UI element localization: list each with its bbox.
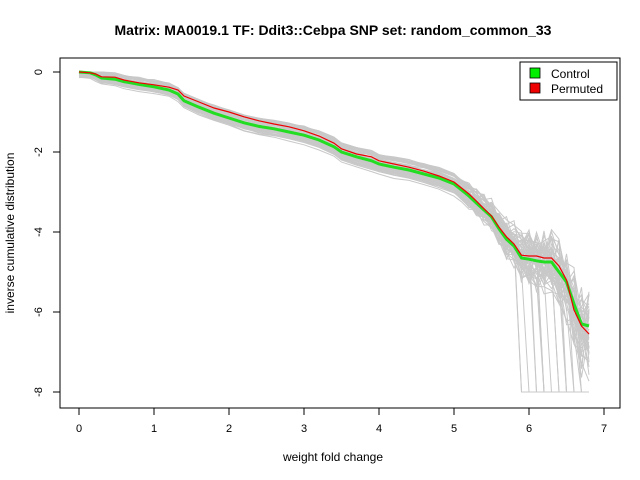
- x-tick-label: 7: [601, 423, 607, 435]
- x-axis-label: weight fold change: [282, 450, 383, 464]
- y-axis: 0 -2 -4 -6 -8: [33, 69, 61, 397]
- y-axis-label: inverse cumulative distribution: [3, 153, 17, 314]
- x-tick-label: 3: [301, 423, 307, 435]
- series-lines-group: [78, 70, 590, 335]
- x-tick-label: 1: [151, 423, 157, 435]
- y-tick-label: -6: [33, 307, 45, 317]
- y-tick-label: -2: [33, 147, 45, 157]
- permuted-series-line: [78, 71, 590, 335]
- x-tick-label: 6: [526, 423, 532, 435]
- permutation-line: [78, 74, 590, 369]
- permutation-line: [79, 71, 589, 393]
- permutation-line: [79, 71, 589, 393]
- permutation-line: [78, 75, 590, 378]
- x-tick-label: 5: [451, 423, 457, 435]
- legend-swatch-control: [529, 67, 541, 79]
- legend-label-permuted: Permuted: [551, 82, 603, 96]
- x-tick-label: 2: [226, 423, 232, 435]
- x-tick-label: 4: [376, 423, 382, 435]
- x-tick-label: 0: [76, 423, 82, 435]
- control-series-line: [78, 70, 590, 328]
- permutation-line: [79, 71, 589, 393]
- x-axis: 0 1 2 3 4 5 6 7: [76, 407, 607, 435]
- chart-title: Matrix: MA0019.1 TF: Ddit3::Cebpa SNP se…: [115, 22, 552, 38]
- legend-label-control: Control: [551, 67, 590, 81]
- legend-swatch-permuted: [529, 82, 541, 94]
- y-tick-label: -4: [33, 227, 45, 237]
- legend: Control Permuted: [519, 61, 618, 101]
- y-tick-label: -8: [33, 387, 45, 397]
- y-tick-label: 0: [33, 69, 45, 75]
